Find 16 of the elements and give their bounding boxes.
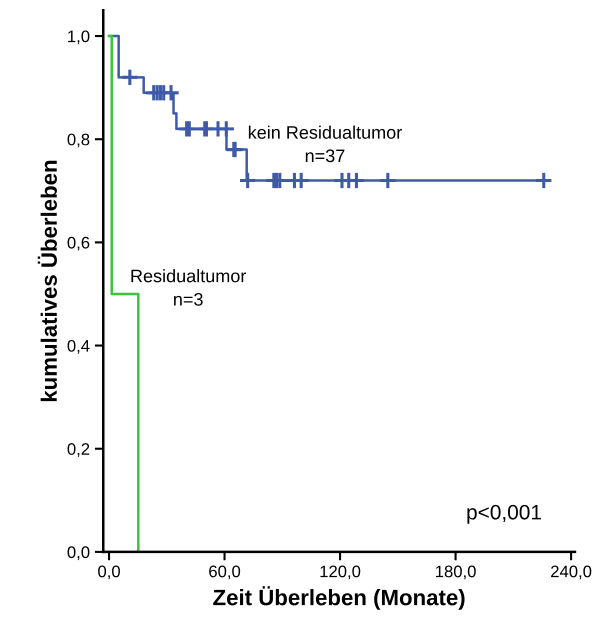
series-label: Residualtumor n=3 (131, 269, 246, 306)
y-tick-label: 0,6 (68, 236, 90, 251)
y-tick-label: 0,0 (68, 546, 90, 560)
y-tick-label: 1,0 (68, 30, 90, 44)
annotation: p<0,001 (467, 504, 541, 524)
y-tick-label: 0,2 (68, 443, 90, 457)
x-tick-label: 0,0 (98, 566, 120, 580)
x-tick-label: 180,0 (436, 566, 476, 580)
x-axis-title: Zeit Überleben (Monate) (213, 586, 465, 610)
series-label: kein Residualtumor n=37 (248, 126, 402, 162)
y-axis-title: kumulatives Überleben (38, 160, 57, 402)
x-tick-label: 120,0 (320, 566, 360, 580)
y-tick-label: 0,4 (68, 340, 90, 354)
x-tick-label: 240,0 (551, 566, 592, 580)
x-tick-label: 60,0 (209, 566, 240, 580)
y-tick-label: 0,8 (68, 134, 90, 148)
